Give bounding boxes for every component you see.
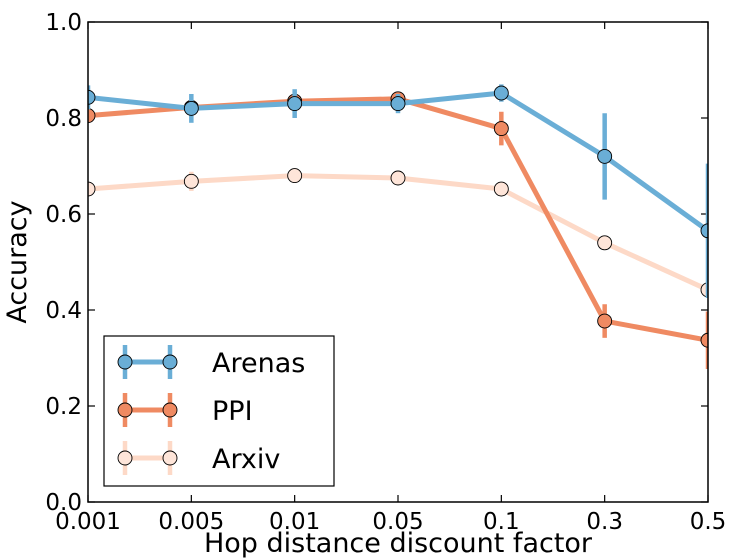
legend-label: PPI — [212, 396, 253, 427]
y-tick-label: 0.6 — [45, 202, 82, 228]
data-point — [183, 173, 199, 189]
legend-marker — [117, 354, 133, 370]
legend-marker — [162, 354, 178, 370]
data-point — [700, 223, 708, 239]
data-point — [287, 168, 303, 184]
data-point — [493, 85, 509, 101]
y-tick-label: 1.0 — [45, 10, 82, 36]
y-tick-label: 0.8 — [45, 106, 82, 132]
x-tick-label: 0.001 — [55, 509, 121, 535]
x-tick-label: 0.1 — [483, 509, 520, 535]
series-layer — [88, 84, 708, 370]
legend-marker — [117, 450, 133, 466]
tick-labels: 0.0 0.2 0.4 0.6 0.8 1.0 0.001 0.005 0.01 0.05 0.1 0… — [45, 10, 726, 535]
data-point — [88, 181, 96, 197]
legend-label: Arenas — [212, 348, 305, 379]
legend-marker — [117, 402, 133, 418]
data-point — [183, 100, 199, 116]
legend-marker — [162, 402, 178, 418]
data-point — [493, 181, 509, 197]
y-axis-label: Accuracy — [2, 200, 33, 323]
x-tick-label: 0.01 — [269, 509, 320, 535]
series-arxiv — [88, 168, 708, 298]
x-tick-label: 0.05 — [372, 509, 423, 535]
x-axis-label: Hop distance discount factor — [204, 528, 593, 559]
y-tick-label: 0.2 — [45, 394, 82, 420]
data-point — [88, 108, 96, 124]
legend: Arenas PPI Arxiv — [103, 335, 335, 487]
x-tick-label: 0.5 — [690, 509, 727, 535]
data-point — [390, 96, 406, 112]
y-tick-label: 0.4 — [45, 298, 82, 324]
data-point — [390, 170, 406, 186]
legend-entry-ppi: PPI — [117, 393, 253, 427]
data-point — [700, 332, 708, 348]
data-point — [493, 121, 509, 137]
series-arenas — [88, 84, 708, 298]
data-point — [597, 235, 613, 251]
x-tick-label: 0.3 — [586, 509, 623, 535]
data-point — [597, 148, 613, 164]
data-point — [597, 313, 613, 329]
data-point — [287, 96, 303, 112]
legend-entry-arxiv: Arxiv — [117, 441, 280, 475]
legend-marker — [162, 450, 178, 466]
legend-entry-arenas: Arenas — [117, 345, 305, 379]
x-tick-label: 0.005 — [158, 509, 224, 535]
legend-label: Arxiv — [212, 444, 280, 475]
y-tick-label: 0.0 — [45, 490, 82, 516]
plot-frame — [87, 21, 709, 503]
data-point — [88, 89, 96, 105]
